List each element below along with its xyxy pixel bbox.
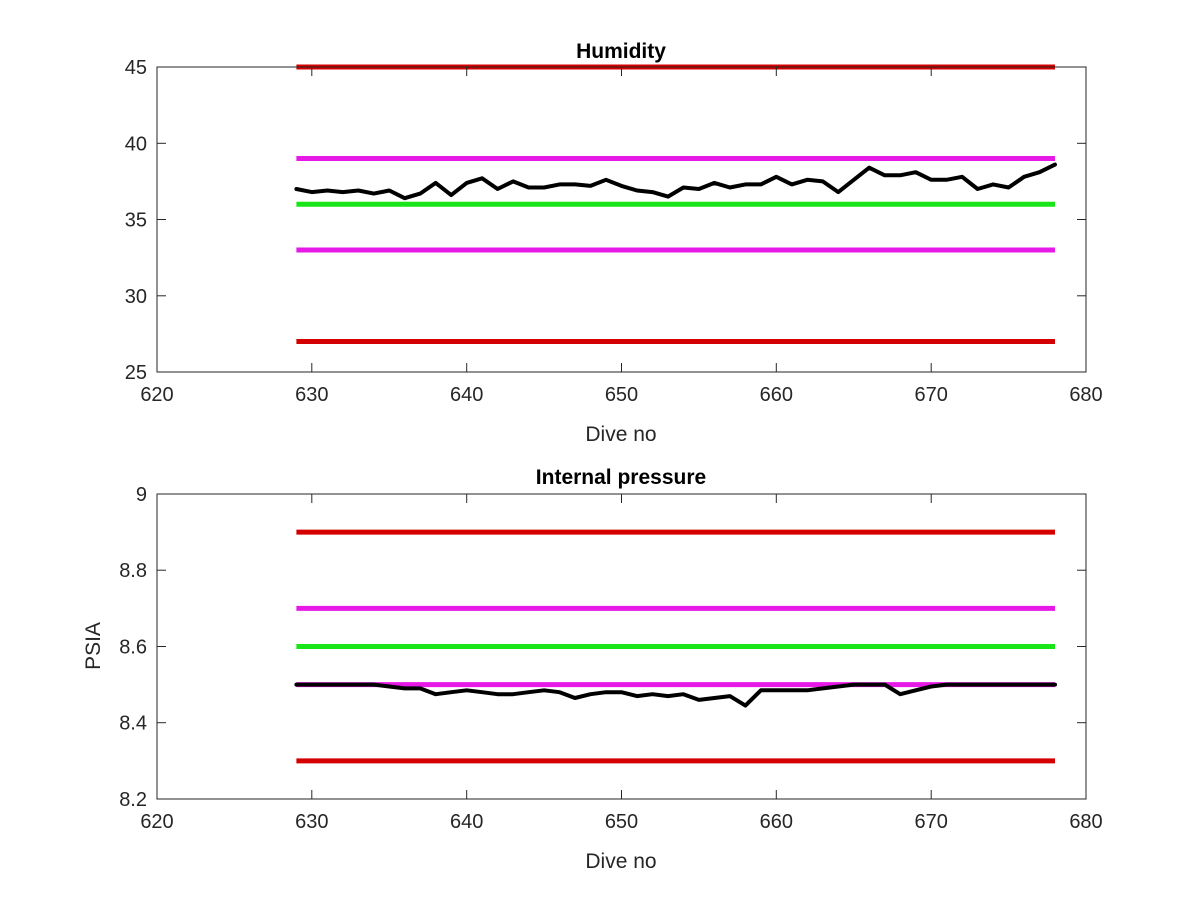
humidity-ticks: 620 630 640 650 660 670 680 25 30 35 40 45 bbox=[125, 57, 1103, 406]
humidity-xtick-label: 660 bbox=[760, 384, 793, 406]
internal-pressure-y-axis-label: PSIA bbox=[82, 622, 105, 670]
humidity-ytick-label: 25 bbox=[125, 362, 147, 384]
humidity-xtick-label: 620 bbox=[140, 384, 173, 406]
internal-pressure-x-axis-label: Dive no bbox=[585, 850, 656, 873]
humidity-ytick-label: 35 bbox=[125, 210, 147, 232]
internal-pressure-xtick-label: 660 bbox=[760, 811, 793, 833]
internal-pressure-ticks: 620 630 640 650 660 670 680 8.2 8.4 8.6 8.8 9 bbox=[119, 484, 1103, 833]
internal-pressure-ytick-label: 8.8 bbox=[119, 560, 147, 582]
internal-pressure-xtick-label: 630 bbox=[295, 811, 328, 833]
humidity-data-line-0 bbox=[294, 162, 1057, 201]
humidity-xtick-label: 680 bbox=[1069, 384, 1102, 406]
internal-pressure-xtick-label: 680 bbox=[1069, 811, 1102, 833]
humidity-chart: Humidity Dive no 620 630 640 650 660 670 680 25… bbox=[125, 40, 1103, 446]
humidity-xtick-label: 650 bbox=[605, 384, 638, 406]
humidity-limit-lines bbox=[296, 64, 1055, 344]
humidity-x-axis-label: Dive no bbox=[585, 423, 656, 446]
humidity-ytick-label: 40 bbox=[125, 133, 147, 155]
humidity-xtick-label: 640 bbox=[450, 384, 483, 406]
internal-pressure-series bbox=[294, 682, 1057, 708]
internal-pressure-ytick-label: 8.4 bbox=[119, 713, 147, 735]
internal-pressure-xtick-label: 650 bbox=[605, 811, 638, 833]
humidity-ytick-label: 30 bbox=[125, 286, 147, 308]
internal-pressure-chart-title: Internal pressure bbox=[536, 466, 706, 489]
humidity-ytick-label: 45 bbox=[125, 57, 147, 79]
internal-pressure-data-line-0 bbox=[294, 682, 1057, 708]
internal-pressure-xtick-label: 670 bbox=[915, 811, 948, 833]
internal-pressure-ytick-label: 9 bbox=[136, 484, 147, 506]
humidity-xtick-label: 630 bbox=[295, 384, 328, 406]
internal-pressure-limit-lines bbox=[296, 529, 1055, 764]
internal-pressure-chart: Internal pressure Dive no PSIA 620 630 640… bbox=[82, 466, 1103, 873]
internal-pressure-xtick-label: 640 bbox=[450, 811, 483, 833]
humidity-series bbox=[294, 162, 1057, 201]
humidity-xtick-label: 670 bbox=[915, 384, 948, 406]
humidity-axes-box bbox=[156, 66, 1087, 373]
internal-pressure-xtick-label: 620 bbox=[140, 811, 173, 833]
internal-pressure-ytick-label: 8.6 bbox=[119, 637, 147, 659]
internal-pressure-ytick-label: 8.2 bbox=[119, 789, 147, 811]
humidity-chart-title: Humidity bbox=[576, 40, 666, 63]
